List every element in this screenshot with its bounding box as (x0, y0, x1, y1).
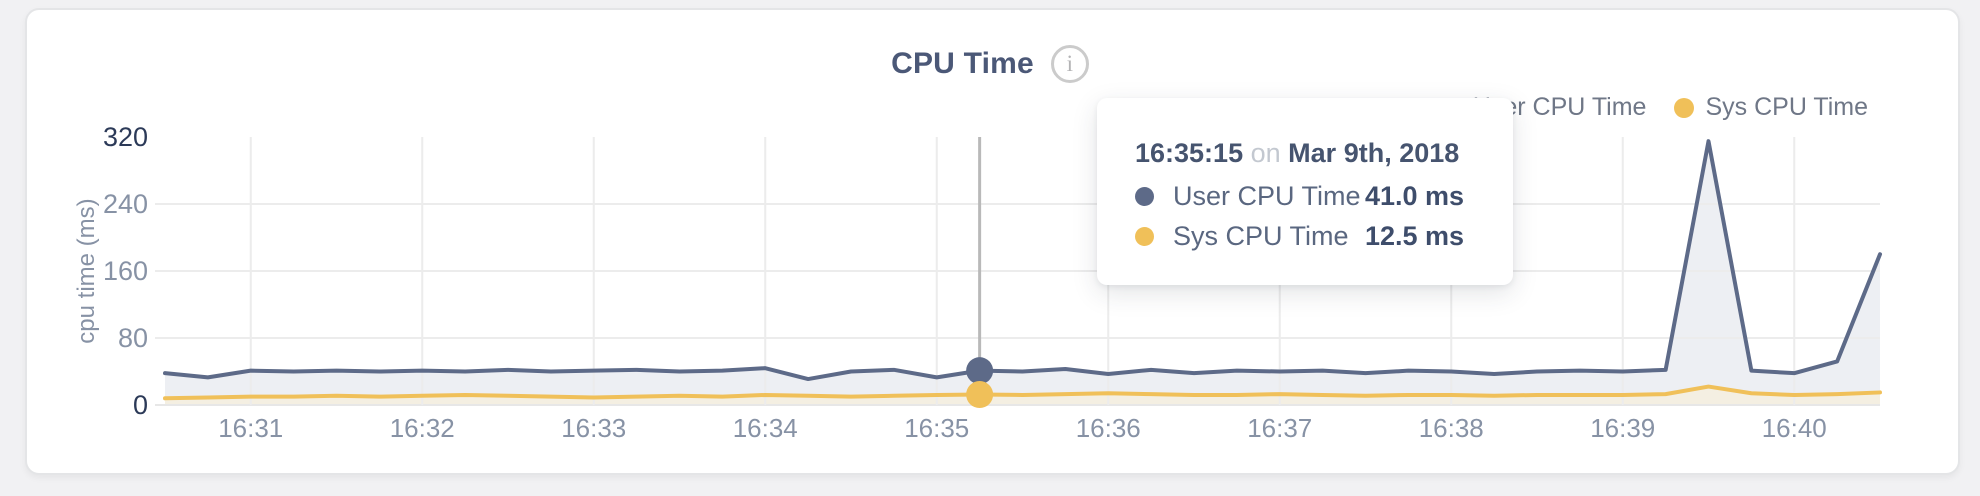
tooltip-rows: User CPU Time 41.0 ms Sys CPU Time 12.5 … (1135, 176, 1513, 256)
tooltip-series-label: User CPU Time (1173, 180, 1361, 211)
x-tick-label: 16:36 (1076, 413, 1141, 443)
user-cpu-swatch-icon (1135, 186, 1154, 206)
y-tick-label: 0 (133, 390, 148, 420)
x-tick-label: 16:31 (218, 413, 283, 443)
sys-cpu-line (163, 384, 1882, 401)
tooltip-header: 16:35:15 on Mar 9th, 2018 (1135, 138, 1513, 168)
legend-item-sys-cpu-time[interactable]: Sys CPU Time (1674, 93, 1868, 122)
crosshair-user-marker (966, 357, 994, 385)
crosshair-sys-marker (966, 381, 994, 409)
y-tick-label: 160 (103, 256, 148, 286)
tooltip-series-value: 41.0 ms (1365, 180, 1465, 211)
tooltip-row-user-cpu: User CPU Time 41.0 ms (1135, 176, 1513, 216)
x-tick-label: 16:35 (904, 413, 969, 443)
sys-cpu-swatch-icon (1674, 97, 1695, 118)
y-axis-label: cpu time (ms) (73, 198, 100, 343)
tooltip-date: Mar 9th, 2018 (1288, 138, 1460, 168)
x-tick-label: 16:33 (561, 413, 626, 443)
x-tick-label: 16:37 (1247, 413, 1312, 443)
x-tick-label: 16:39 (1590, 413, 1655, 443)
user-cpu-line (163, 139, 1882, 382)
legend-label: Sys CPU Time (1705, 93, 1868, 121)
chart-header: CPU Time i (0, 44, 1980, 84)
page-title: CPU Time (891, 47, 1034, 80)
tooltip-series-value: 12.5 ms (1365, 220, 1465, 251)
y-tick-label: 240 (103, 189, 148, 219)
tooltip-conjunction: on (1250, 138, 1281, 168)
tooltip-row-sys-cpu: Sys CPU Time 12.5 ms (1135, 216, 1513, 256)
tooltip-time: 16:35:15 (1135, 138, 1244, 168)
tooltip-series-label: Sys CPU Time (1173, 220, 1349, 251)
sys-cpu-swatch-icon (1135, 226, 1154, 246)
y-tick-label: 80 (118, 323, 148, 353)
user-cpu-area (165, 141, 1880, 405)
x-tick-label: 16:32 (390, 413, 455, 443)
x-tick-label: 16:40 (1762, 413, 1827, 443)
x-tick-label: 16:34 (733, 413, 798, 443)
info-icon[interactable]: i (1050, 45, 1089, 83)
y-tick-label: 320 (103, 122, 148, 152)
chart-tooltip: 16:35:15 on Mar 9th, 2018 User CPU Time … (1097, 98, 1513, 285)
x-tick-label: 16:38 (1419, 413, 1484, 443)
